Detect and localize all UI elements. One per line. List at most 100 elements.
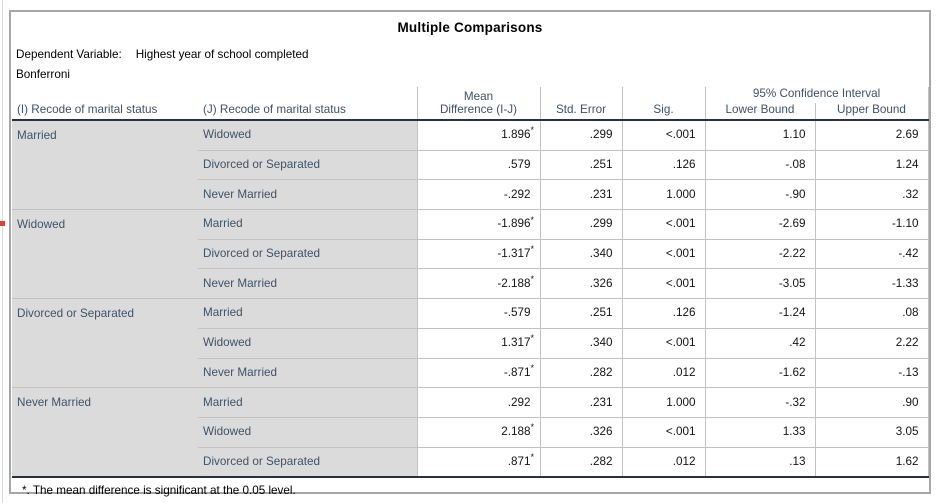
cell-j-level: Divorced or Separated: [198, 446, 417, 479]
cell-i-group: Married: [12, 120, 198, 151]
cell-upper-bound: .90: [814, 387, 928, 418]
cell-sig: <.001: [621, 268, 705, 299]
cell-mean-difference: .579: [416, 149, 540, 180]
cell-sig: <.001: [621, 209, 705, 240]
cell-std-error: .231: [539, 179, 622, 210]
cell-lower-bound: -.08: [704, 149, 815, 180]
cell-i-group: Widowed: [12, 209, 198, 240]
table-row: Divorced or Separated -1.317* .340 <.001…: [12, 238, 928, 269]
table-row: Widowed 2.188* .326 <.001 1.33 3.05: [12, 416, 928, 448]
cell-j-level: Never Married: [198, 179, 417, 210]
cell-mean-difference: -.292: [416, 179, 540, 210]
table-row: Divorced or Separated .579 .251 .126 -.0…: [12, 149, 928, 180]
table-row: Widowed Married -1.896* .299 <.001 -2.69…: [12, 209, 928, 240]
cell-j-level: Widowed: [198, 327, 417, 358]
cell-mean-difference: 1.896*: [416, 120, 540, 151]
cell-i-group: [12, 328, 198, 358]
table-row: Never Married -.292 .231 1.000 -.90 .32: [12, 179, 928, 210]
cell-upper-bound: -.13: [814, 357, 928, 388]
table-row: Never Married -2.188* .326 <.001 -3.05 -…: [12, 268, 928, 299]
cell-std-error: .326: [539, 268, 622, 299]
cell-j-level: Divorced or Separated: [198, 238, 417, 269]
cell-mean-difference: -1.317*: [416, 238, 540, 269]
cell-j-level: Married: [198, 298, 417, 329]
table-row: Never Married -.871* .282 .012 -1.62 -.1…: [12, 357, 928, 388]
cell-lower-bound: .42: [704, 327, 815, 358]
table-body: Married Widowed 1.896* .299 <.001 1.10 2…: [12, 120, 928, 479]
dependent-variable-line: Dependent Variable: Highest year of schoo…: [11, 48, 929, 61]
cell-lower-bound: -3.05: [704, 268, 815, 299]
cell-upper-bound: 2.22: [814, 327, 928, 358]
pivot-table-container[interactable]: Multiple Comparisons Dependent Variable:…: [9, 10, 931, 497]
cell-i-group: Never Married: [12, 387, 198, 418]
cell-i-group: [12, 150, 198, 180]
cell-j-level: Never Married: [198, 357, 417, 388]
cell-j-level: Married: [198, 209, 417, 240]
method-label: Bonferroni: [16, 68, 70, 81]
cell-i-group: Divorced or Separated: [12, 298, 198, 329]
cell-mean-difference: -2.188*: [416, 268, 540, 299]
header-upper-bound: Upper Bound: [814, 103, 928, 121]
cell-j-level: Widowed: [198, 416, 417, 448]
table-row: Married Widowed 1.896* .299 <.001 1.10 2…: [12, 120, 928, 151]
cell-i-group: [12, 358, 198, 388]
cell-i-group: [12, 417, 198, 448]
cell-lower-bound: -1.24: [704, 298, 815, 329]
cell-sig: 1.000: [621, 387, 705, 418]
cell-lower-bound: .13: [704, 446, 815, 479]
header-i-column: (I) Recode of marital status: [12, 87, 198, 121]
cell-upper-bound: 1.62: [814, 446, 928, 479]
cell-std-error: .251: [539, 298, 622, 329]
table-row: Divorced or Separated .871* .282 .012 .1…: [12, 446, 928, 479]
cell-sig: <.001: [621, 416, 705, 448]
cell-mean-difference: 2.188*: [416, 416, 540, 448]
cell-upper-bound: .08: [814, 298, 928, 329]
cell-upper-bound: -1.33: [814, 268, 928, 299]
header-mean-difference: Mean Difference (I-J): [416, 87, 540, 121]
cell-mean-difference: 1.317*: [416, 327, 540, 358]
cell-j-level: Never Married: [198, 268, 417, 299]
cell-upper-bound: .32: [814, 179, 928, 210]
cell-i-group: [12, 179, 198, 210]
cell-upper-bound: 3.05: [814, 416, 928, 448]
viewer-red-marker: [0, 221, 5, 226]
header-row-1: (I) Recode of marital status (J) Recode …: [12, 87, 928, 121]
viewer-pane-edge: [2, 0, 3, 503]
cell-lower-bound: -2.69: [704, 209, 815, 240]
comparisons-table: (I) Recode of marital status (J) Recode …: [12, 87, 929, 479]
cell-j-level: Widowed: [198, 120, 417, 151]
cell-std-error: .251: [539, 149, 622, 180]
header-sig: Sig.: [621, 87, 705, 121]
cell-std-error: .231: [539, 387, 622, 418]
table-row: Never Married Married .292 .231 1.000 -.…: [12, 387, 928, 418]
table-row: Widowed 1.317* .340 <.001 .42 2.22: [12, 327, 928, 358]
cell-j-level: Divorced or Separated: [198, 149, 417, 180]
cell-sig: .126: [621, 149, 705, 180]
table-header: (I) Recode of marital status (J) Recode …: [12, 87, 928, 121]
cell-std-error: .282: [539, 357, 622, 388]
cell-mean-difference: .871*: [416, 446, 540, 479]
header-confidence-interval-span: 95% Confidence Interval: [704, 87, 928, 103]
cell-std-error: .326: [539, 416, 622, 448]
header-std-error: Std. Error: [539, 87, 622, 121]
table-title: Multiple Comparisons: [397, 20, 543, 35]
cell-std-error: .299: [539, 120, 622, 151]
cell-sig: .126: [621, 298, 705, 329]
cell-upper-bound: -.42: [814, 238, 928, 269]
cell-std-error: .282: [539, 446, 622, 479]
cell-lower-bound: 1.33: [704, 416, 815, 448]
cell-lower-bound: -.90: [704, 179, 815, 210]
cell-sig: .012: [621, 357, 705, 388]
dependent-variable-value: Highest year of school completed: [135, 48, 309, 61]
cell-lower-bound: -.32: [704, 387, 815, 418]
cell-mean-difference: -1.896*: [416, 209, 540, 240]
cell-mean-difference: -.871*: [416, 357, 540, 388]
cell-sig: <.001: [621, 238, 705, 269]
cell-sig: 1.000: [621, 179, 705, 210]
cell-std-error: .299: [539, 209, 622, 240]
cell-i-group: [12, 447, 198, 479]
cell-upper-bound: -1.10: [814, 209, 928, 240]
cell-lower-bound: -1.62: [704, 357, 815, 388]
cell-upper-bound: 2.69: [814, 120, 928, 151]
header-row-2: Lower Bound Upper Bound: [12, 103, 928, 121]
